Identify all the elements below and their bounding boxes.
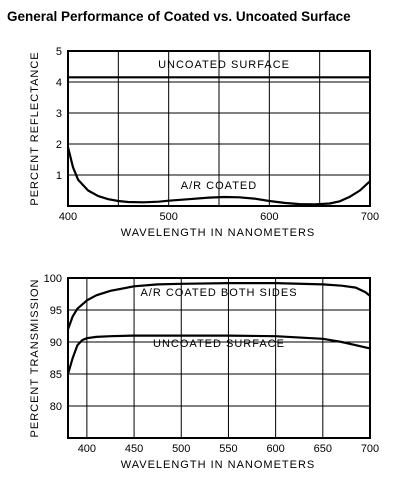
x-tick-label: 700 [361, 211, 379, 223]
x-tick-label: 550 [219, 443, 237, 455]
figure-title: General Performance of Coated vs. Uncoat… [7, 9, 351, 24]
x-tick-label: 500 [159, 211, 177, 223]
y-tick-label: 2 [56, 139, 62, 151]
y-tick-label: 1 [56, 170, 62, 182]
x-tick-label: 400 [78, 443, 96, 455]
x-axis-label: WAVELENGTH IN NANOMETERS [121, 227, 316, 239]
y-tick-label: 5 [56, 46, 62, 58]
x-axis-label: WAVELENGTH IN NANOMETERS [121, 459, 316, 471]
y-axis-label: PERCENT TRANSMISSION [29, 279, 41, 438]
series-line-1 [66, 146, 372, 206]
y-tick-label: 4 [56, 77, 62, 89]
x-tick-label: 400 [59, 211, 77, 223]
y-tick-label: 100 [44, 273, 62, 285]
x-tick-label: 500 [172, 443, 190, 455]
y-tick-label: 3 [56, 108, 62, 120]
series-annotation: A/R COATED [181, 180, 257, 192]
y-axis-label: PERCENT REFLECTANCE [29, 51, 41, 205]
y-tick-label: 90 [50, 337, 62, 349]
series-annotation: UNCOATED SURFACE [153, 338, 285, 350]
y-tick-label: 95 [50, 305, 62, 317]
series-annotation: A/R COATED BOTH SIDES [140, 287, 297, 299]
x-tick-label: 650 [314, 443, 332, 455]
reflectance-chart: 400 500 600 700 1 2 3 4 5 UNCOATED SURFACE A/R COA… [29, 46, 379, 239]
y-tick-label: 80 [50, 401, 62, 413]
x-tick-label: 700 [361, 443, 379, 455]
series-line-0 [66, 282, 372, 331]
x-tick-label: 450 [125, 443, 143, 455]
transmission-chart: 400 450 500 550 600 650 700 80 85 90 95 100 A/R COAT… [29, 273, 379, 471]
series-annotation: UNCOATED SURFACE [158, 59, 290, 71]
x-tick-label: 600 [260, 211, 278, 223]
plot-frame [67, 277, 371, 439]
series-line-1 [66, 334, 372, 376]
y-tick-label: 85 [50, 369, 62, 381]
x-tick-label: 600 [266, 443, 284, 455]
